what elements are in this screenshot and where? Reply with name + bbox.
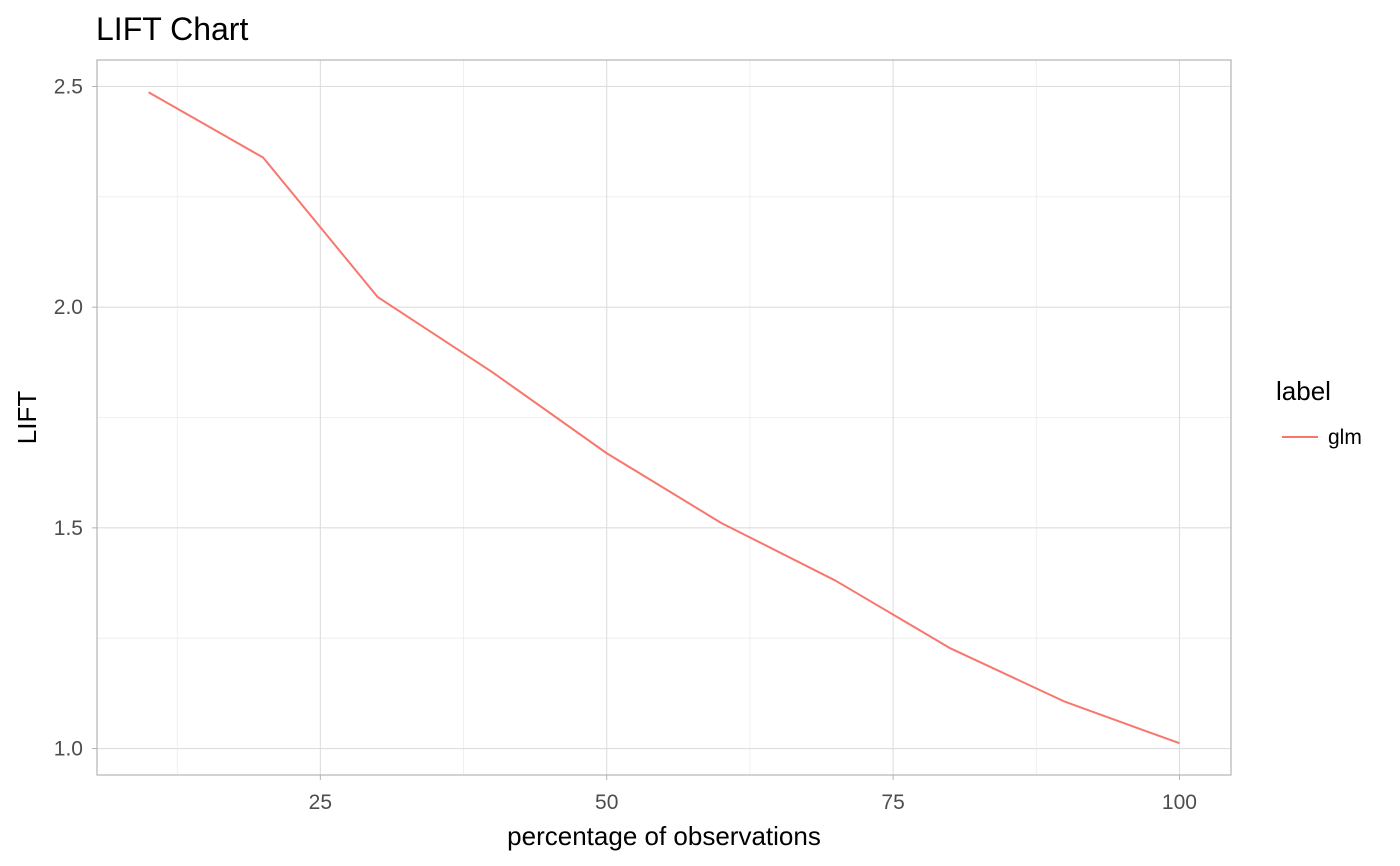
chart-title: LIFT Chart [96,11,248,47]
grid-lines [97,60,1231,775]
y-tick-label: 1.0 [54,738,83,761]
x-axis-ticks: 25 50 75 100 [309,775,1197,814]
x-tick-label: 50 [595,791,618,814]
plot-panel-border [96,59,1232,776]
x-tick-label: 25 [309,791,332,814]
legend: label glm [1276,376,1362,449]
series-layer [148,91,1180,745]
legend-title: label [1276,376,1331,406]
y-tick-label: 1.5 [54,517,83,540]
y-tick-label: 2.0 [54,296,83,319]
y-axis-ticks: 1.0 1.5 2.0 2.5 [54,75,97,761]
x-axis-title: percentage of observations [507,821,821,851]
y-axis-title: LIFT [12,391,42,445]
x-tick-label: 75 [881,791,904,814]
series-line-glm [148,91,1180,745]
x-tick-label: 100 [1162,791,1197,814]
legend-label-glm: glm [1328,426,1362,449]
y-tick-label: 2.5 [54,75,83,98]
